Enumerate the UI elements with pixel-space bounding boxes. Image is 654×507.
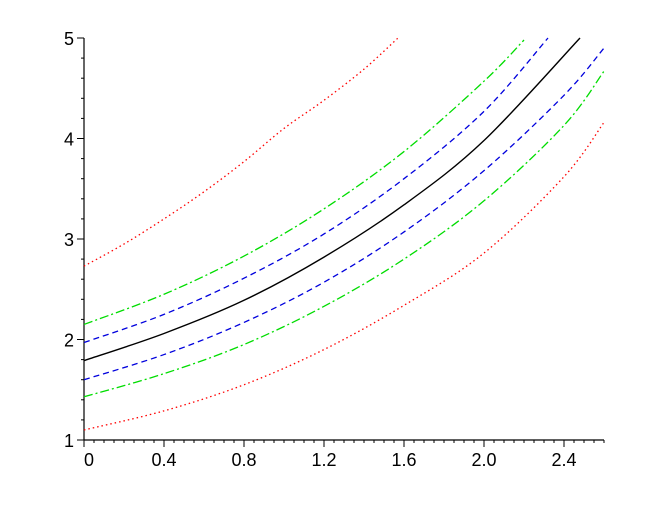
y-tick-label: 5 xyxy=(64,29,74,49)
x-tick-label: 1.2 xyxy=(311,450,336,470)
y-tick-label: 2 xyxy=(64,331,74,351)
series-line-2 xyxy=(83,39,525,326)
y-tick-label: 4 xyxy=(64,130,74,150)
series-line-1 xyxy=(83,37,399,267)
x-tick-label: 0.4 xyxy=(151,450,176,470)
series-layer xyxy=(83,37,605,431)
x-tick-label: 0.8 xyxy=(231,450,256,470)
series-line-6 xyxy=(83,70,605,398)
x-tick-label: 0 xyxy=(84,450,94,470)
x-tick-label: 1.6 xyxy=(391,450,416,470)
series-line-4 xyxy=(83,37,581,362)
x-tick-label: 2.4 xyxy=(551,450,576,470)
series-line-5 xyxy=(83,47,605,381)
series-line-3 xyxy=(83,37,549,344)
y-tick-label: 3 xyxy=(64,230,74,250)
y-tick-label: 1 xyxy=(64,431,74,451)
x-tick-label: 2.0 xyxy=(471,450,496,470)
series-line-7 xyxy=(83,122,605,431)
axes: 0 0.4 0.8 1.2 1.6 2.0 2.4 1 2 3 4 5 xyxy=(64,29,605,470)
